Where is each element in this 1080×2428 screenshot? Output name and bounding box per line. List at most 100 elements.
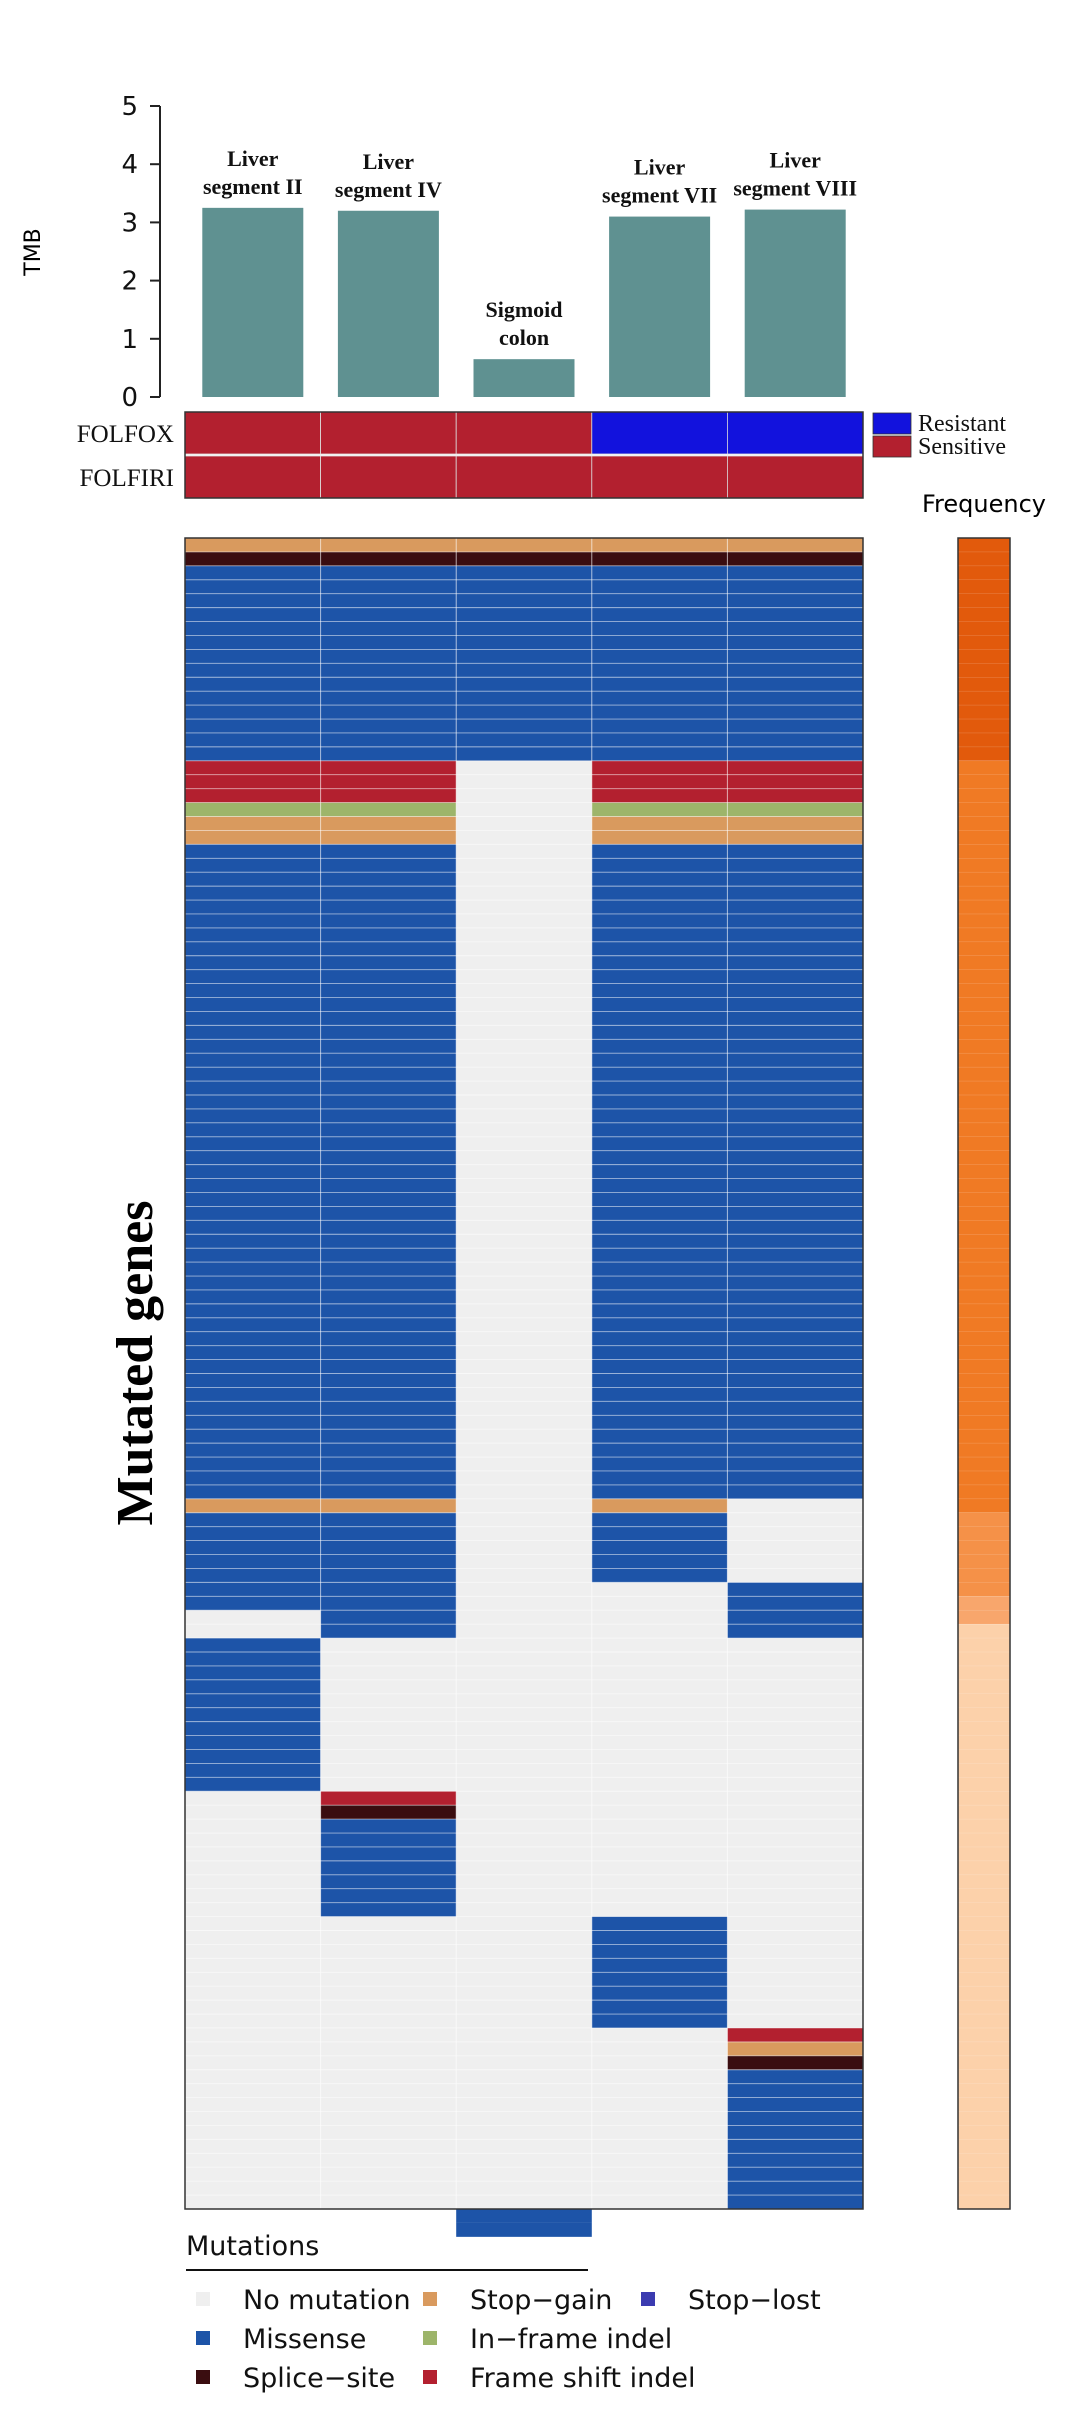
mutation-cell — [591, 649, 728, 664]
mutation-cell — [727, 955, 863, 970]
mutation-cell — [727, 1136, 863, 1151]
mutation-cell — [185, 913, 321, 928]
mutation-cell — [185, 1206, 321, 1221]
mutation-cell — [727, 746, 863, 761]
mutation-cell — [320, 746, 457, 761]
mutation-cell — [185, 565, 321, 580]
mutation-cell — [185, 705, 321, 720]
mutation-cell — [591, 1401, 728, 1416]
mutation-cell — [185, 760, 321, 775]
mutation-cell — [185, 1707, 321, 1722]
mutation-cell — [727, 900, 863, 914]
tmb-tick-label: 0 — [121, 383, 138, 413]
mutation-cell — [591, 941, 728, 956]
mutation-cell — [185, 788, 321, 803]
mutation-cell — [456, 635, 592, 650]
tmb-sample-label: colon — [499, 325, 549, 350]
mutation-legend-swatch — [641, 2292, 655, 2306]
mutation-cell — [456, 2222, 592, 2237]
response-legend-label: Resistant — [918, 411, 1006, 437]
mutation-cell — [320, 719, 457, 733]
mutation-cell — [727, 2097, 863, 2112]
mutation-cell — [320, 1610, 457, 1625]
mutation-cell — [727, 635, 863, 650]
response-cell — [184, 455, 322, 499]
mutation-cell — [185, 886, 321, 901]
mutation-legend-swatch — [196, 2292, 210, 2306]
mutation-cell — [727, 830, 863, 845]
mutation-cell — [727, 1345, 863, 1360]
mutation-cell — [727, 677, 863, 692]
mutation-cell — [320, 1248, 457, 1263]
tmb-panel: TMB 0 1 2 3 4 5 Liver segment II Liver segment I… — [21, 92, 857, 413]
mutation-cell — [320, 1178, 457, 1193]
mutation-cell — [727, 983, 863, 998]
mutation-cell — [320, 593, 457, 608]
mutation-cell — [591, 1067, 728, 1082]
mutation-cell — [320, 1053, 457, 1068]
mutation-cell — [320, 872, 457, 887]
mutation-cell — [320, 1303, 457, 1318]
mutation-cell — [591, 1178, 728, 1193]
mutation-cell — [185, 1220, 321, 1235]
mutation-cell — [727, 565, 863, 580]
mutation-cell — [185, 1443, 321, 1458]
mutation-cell — [320, 1902, 457, 1917]
mutation-legend-label: In−frame indel — [470, 2324, 672, 2355]
mutation-cell — [320, 732, 457, 747]
response-cell — [591, 411, 728, 455]
mutation-cell — [727, 1095, 863, 1109]
mutation-cell — [320, 1276, 457, 1290]
frequency-band — [958, 1596, 1010, 1625]
mutation-cell — [185, 579, 321, 594]
mutation-legend-label: Missense — [243, 2324, 366, 2355]
mutation-cell — [727, 1484, 863, 1499]
mutation-cell — [591, 607, 728, 622]
mutation-cell — [185, 900, 321, 914]
mutation-cell — [591, 760, 728, 775]
tmb-axis-label: TMB — [21, 228, 46, 277]
response-cell — [320, 411, 457, 455]
mutation-cell — [185, 593, 321, 608]
mutation-cell — [591, 1025, 728, 1040]
mutation-cell — [456, 551, 592, 566]
tmb-tick-label: 1 — [121, 325, 138, 355]
mutation-cell — [320, 844, 457, 859]
mutation-cell — [320, 1582, 457, 1597]
mutation-cell — [727, 1401, 863, 1416]
mutation-cell — [185, 1164, 321, 1179]
mutation-cell — [727, 1470, 863, 1485]
mutation-cell — [591, 1387, 728, 1402]
mutation-cell — [591, 1262, 728, 1277]
mutation-cell — [185, 1526, 321, 1541]
mutation-cell — [320, 1025, 457, 1040]
mutation-cell — [591, 1220, 728, 1235]
mutation-cell — [456, 579, 592, 594]
mutation-cell — [591, 1303, 728, 1318]
mutation-cell — [185, 1512, 321, 1527]
mutation-cell — [591, 2014, 728, 2028]
response-cell — [727, 411, 864, 455]
mutation-panel: Mutated genes Frequency — [107, 490, 1046, 2237]
mutation-cell — [727, 2125, 863, 2140]
mutation-cell — [727, 886, 863, 901]
mutation-cell — [320, 1791, 457, 1806]
mutation-cell — [456, 607, 592, 622]
tmb-bar — [337, 210, 439, 397]
mutation-cell — [320, 760, 457, 775]
mutation-cell — [727, 2181, 863, 2196]
mutation-cell — [320, 1819, 457, 1834]
mutation-cell — [727, 1373, 863, 1388]
tmb-tick-label: 4 — [121, 150, 138, 180]
mutation-cell — [320, 649, 457, 664]
mutation-cell — [185, 927, 321, 942]
mutation-cell — [185, 732, 321, 747]
mutation-cell — [185, 691, 321, 706]
mutation-cell — [320, 1498, 457, 1513]
frequency-bar — [958, 538, 1010, 2209]
mutation-cell — [591, 788, 728, 803]
mutation-cell — [185, 1777, 321, 1792]
mutation-cell — [727, 1206, 863, 1221]
tmb-sample-label: Liver — [634, 155, 686, 180]
mutation-cell — [456, 649, 592, 664]
